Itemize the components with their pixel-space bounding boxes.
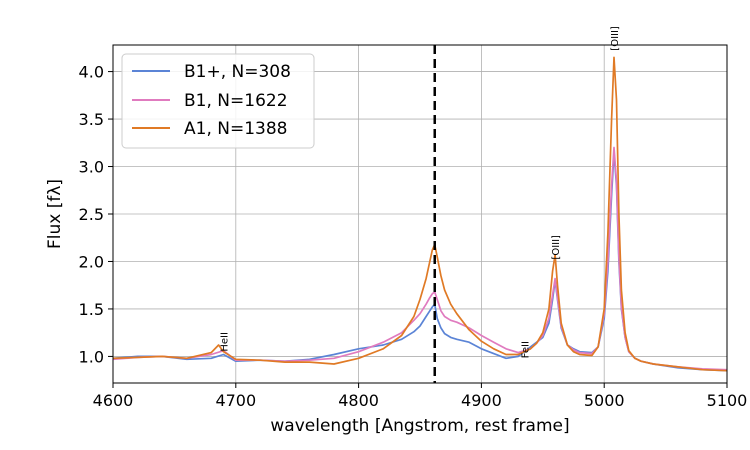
series-group	[112, 56, 728, 372]
x-tick-label: 4700	[215, 391, 256, 410]
x-axis-label: wavelength [Angstrom, rest frame]	[270, 416, 569, 436]
series-line-a1	[112, 56, 728, 372]
x-tick-label: 5000	[584, 391, 625, 410]
y-tick-label: 1.0	[79, 347, 104, 366]
annotation-label: [OIII]	[551, 235, 562, 260]
y-tick-label: 3.5	[79, 110, 104, 129]
annotation-label: FeII	[520, 341, 531, 358]
line-annotations: HeII FeII [OIII] [OIII]	[220, 26, 622, 358]
annotation-label: [OIII]	[610, 26, 621, 51]
x-tick-label: 4900	[461, 391, 502, 410]
legend: B1+, N=308 B1, N=1622 A1, N=1388	[121, 53, 315, 149]
x-tick-label: 4600	[93, 391, 134, 410]
grid	[112, 45, 728, 383]
series-line-b1	[112, 146, 728, 371]
y-axis-label-group: Flux [fλ]	[45, 179, 65, 249]
y-axis-ticks: 1.0 1.5 2.0 2.5 3.0 3.5 4.0	[79, 63, 113, 366]
legend-label-b1: B1, N=1622	[184, 91, 288, 111]
y-tick-label: 1.5	[79, 300, 104, 319]
legend-box	[121, 53, 315, 149]
x-axis-ticks: 4600 4700 4800 4900 5000 5100	[93, 383, 748, 410]
legend-label-a1: A1, N=1388	[184, 119, 287, 139]
y-axis-label: Flux [fλ]	[45, 179, 65, 249]
y-tick-label: 2.5	[79, 205, 104, 224]
legend-label-b1plus: B1+, N=308	[184, 62, 291, 82]
y-tick-label: 3.0	[79, 158, 104, 177]
y-tick-label: 2.0	[79, 252, 104, 271]
x-tick-label: 4800	[338, 391, 379, 410]
x-tick-label: 5100	[707, 391, 748, 410]
annotation-label: HeII	[220, 332, 231, 352]
y-tick-label: 4.0	[79, 63, 104, 82]
